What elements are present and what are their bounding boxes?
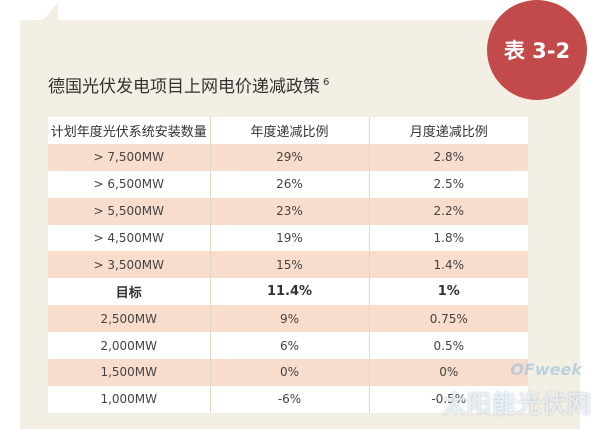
annual-rate-cell: 6%	[210, 332, 370, 360]
table-row: > 4,500MW 19% 1.8%	[48, 224, 528, 252]
table-title-text: 德国光伏发电项目上网电价递减政策	[48, 77, 320, 97]
card-notch	[40, 2, 58, 24]
table-row-target: 目标 11.4% 1%	[48, 278, 528, 306]
capacity-cell: 1,500MW	[48, 359, 211, 386]
annual-rate-cell: 11.4%	[210, 278, 370, 306]
capacity-cell: > 7,500MW	[48, 143, 211, 171]
table-row: > 6,500MW 26% 2.5%	[48, 170, 528, 198]
feed-in-tariff-table: 计划年度光伏系统安装数量 年度递减比例 月度递减比例 > 7,500MW 29%…	[48, 117, 528, 413]
monthly-rate-cell: 0.5%	[369, 332, 528, 360]
table-row: 1,000MW -6% -0.5%	[48, 385, 528, 413]
monthly-rate-cell: -0.5%	[369, 385, 528, 413]
capacity-cell: 目标	[48, 278, 211, 306]
table-row: > 3,500MW 15% 1.4%	[48, 251, 528, 279]
capacity-cell: > 6,500MW	[48, 170, 211, 198]
monthly-rate-cell: 0.75%	[369, 305, 528, 333]
annual-rate-cell: 26%	[210, 170, 370, 198]
annual-rate-cell: 15%	[210, 251, 370, 279]
capacity-cell: 2,500MW	[48, 305, 211, 333]
monthly-rate-cell: 1%	[369, 278, 528, 306]
header-annual-reduction: 年度递减比例	[210, 117, 370, 144]
table-title: 德国光伏发电项目上网电价递减政策 6	[48, 72, 329, 97]
table-row: > 5,500MW 23% 2.2%	[48, 197, 528, 225]
monthly-rate-cell: 0%	[369, 359, 528, 386]
monthly-rate-cell: 2.2%	[369, 197, 528, 225]
capacity-cell: > 3,500MW	[48, 251, 211, 279]
table-row: > 7,500MW 29% 2.8%	[48, 143, 528, 171]
table-row: 1,500MW 0% 0%	[48, 359, 528, 386]
capacity-cell: 1,000MW	[48, 385, 211, 413]
header-installed-capacity: 计划年度光伏系统安装数量	[48, 117, 211, 144]
annual-rate-cell: 0%	[210, 359, 370, 386]
monthly-rate-cell: 2.8%	[369, 143, 528, 171]
table-number-badge: 表 3-2	[487, 0, 587, 100]
capacity-cell: > 4,500MW	[48, 224, 211, 252]
footnote-marker: 6	[323, 77, 330, 89]
annual-rate-cell: -6%	[210, 385, 370, 413]
annual-rate-cell: 23%	[210, 197, 370, 225]
annual-rate-cell: 9%	[210, 305, 370, 333]
table-row: 2,000MW 6% 0.5%	[48, 332, 528, 360]
capacity-cell: 2,000MW	[48, 332, 211, 360]
annual-rate-cell: 19%	[210, 224, 370, 252]
header-monthly-reduction: 月度递减比例	[369, 117, 528, 144]
capacity-cell: > 5,500MW	[48, 197, 211, 225]
table-row: 2,500MW 9% 0.75%	[48, 305, 528, 333]
table-header-row: 计划年度光伏系统安装数量 年度递减比例 月度递减比例	[48, 117, 528, 144]
monthly-rate-cell: 1.4%	[369, 251, 528, 279]
monthly-rate-cell: 1.8%	[369, 224, 528, 252]
annual-rate-cell: 29%	[210, 143, 370, 171]
monthly-rate-cell: 2.5%	[369, 170, 528, 198]
